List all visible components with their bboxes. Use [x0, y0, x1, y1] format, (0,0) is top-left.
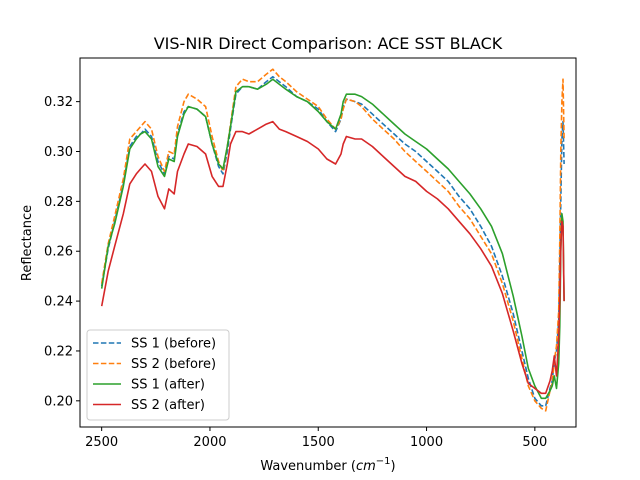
legend-label-3: SS 1 (after)	[131, 378, 205, 393]
y-tick-label: 0.24	[44, 295, 73, 310]
chart-title: VIS-NIR Direct Comparison: ACE SST BLACK	[154, 34, 503, 53]
x-tick-label: 1500	[302, 435, 335, 450]
x-axis-title-close: )	[391, 459, 396, 474]
x-axis-title-main: Wavenumber (	[260, 459, 356, 474]
y-tick-label: 0.30	[44, 145, 73, 160]
x-tick-label: 2000	[193, 435, 226, 450]
x-axis-title-exponent: −1	[376, 456, 391, 467]
x-axis-title: Wavenumber (cm−1)	[260, 456, 395, 474]
y-tick-label: 0.20	[44, 394, 73, 409]
x-axis: 2500 2000 1500 1000 500	[85, 427, 547, 450]
legend-label-2: SS 2 (before)	[131, 357, 216, 372]
x-tick-label: 2500	[85, 435, 118, 450]
series-layer	[100, 68, 565, 412]
x-axis-title-unit: cm	[356, 459, 376, 474]
y-axis: 0.20 0.22 0.24 0.26 0.28 0.30 0.32	[44, 95, 80, 409]
y-tick-label: 0.32	[44, 95, 73, 110]
y-tick-label: 0.26	[44, 245, 73, 260]
x-tick-label: 1000	[410, 435, 443, 450]
series-line-4	[100, 120, 565, 395]
plot-frame	[79, 57, 577, 428]
legend-label-4: SS 2 (after)	[131, 398, 205, 413]
y-tick-label: 0.28	[44, 195, 73, 210]
series-line-1	[100, 75, 565, 407]
y-tick-label: 0.22	[44, 344, 73, 359]
x-tick-label: 500	[522, 435, 547, 450]
y-axis-title: Reflectance	[20, 205, 35, 281]
legend: SS 1 (before) SS 2 (before) SS 1 (after) SS…	[86, 329, 230, 421]
series-line-3	[100, 78, 565, 400]
legend-label-1: SS 1 (before)	[131, 337, 216, 352]
legend-box	[86, 329, 230, 421]
series-line-2	[100, 68, 565, 412]
